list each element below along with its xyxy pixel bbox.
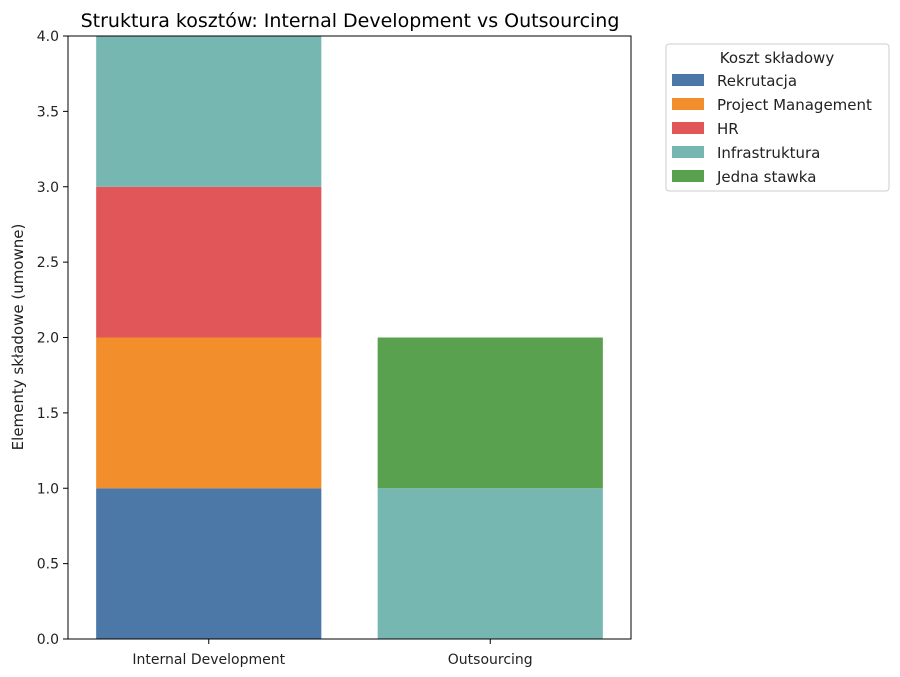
legend-item-label: Infrastruktura xyxy=(717,144,820,162)
legend-swatch xyxy=(672,146,704,158)
y-tick-label: 1.5 xyxy=(37,406,59,422)
bar-segment-1-4 xyxy=(96,36,322,187)
legend: Koszt składowy Rekrutacja Project Managem… xyxy=(665,43,890,192)
y-axis-label: Elementy składowe (umowne) xyxy=(9,224,27,451)
y-tick-label: 3.0 xyxy=(37,180,59,196)
y-tick-label: 3.5 xyxy=(37,104,59,120)
legend-item-label: Jedna stawka xyxy=(716,168,816,186)
legend-item-label: Project Management xyxy=(717,96,872,114)
y-tick-label: 1.0 xyxy=(37,481,59,497)
legend-item-label: Rekrutacja xyxy=(717,72,797,90)
y-tick-label: 0.0 xyxy=(37,632,59,648)
bar-segment-2-5 xyxy=(377,337,603,489)
x-tick-label: Outsourcing xyxy=(448,652,533,668)
legend-swatch xyxy=(672,98,704,110)
y-tick-label: 0.5 xyxy=(37,557,59,573)
bar-segment-1-2 xyxy=(96,337,322,489)
y-tick-label: 2.5 xyxy=(37,255,59,271)
legend-title: Koszt składowy xyxy=(720,49,835,67)
bar-segment-1-1 xyxy=(96,488,322,639)
bar-segment-1-3 xyxy=(96,186,322,338)
y-axis: 0.0 0.5 1.0 1.5 2.0 2.5 3.0 3.5 4.0 xyxy=(37,29,68,648)
legend-item-label: HR xyxy=(717,120,739,138)
bar-segment-2-4 xyxy=(377,488,603,639)
legend-swatch xyxy=(672,170,704,182)
chart-title: Struktura kosztów: Internal Development … xyxy=(81,10,620,32)
y-tick-label: 4.0 xyxy=(37,29,59,45)
legend-swatch xyxy=(672,74,704,86)
x-tick-label: Internal Development xyxy=(132,652,285,668)
x-axis: Internal Development Outsourcing xyxy=(132,639,533,668)
plot-area xyxy=(96,36,603,639)
y-tick-label: 2.0 xyxy=(37,331,59,347)
legend-swatch xyxy=(672,122,704,134)
legend-box xyxy=(665,43,890,192)
